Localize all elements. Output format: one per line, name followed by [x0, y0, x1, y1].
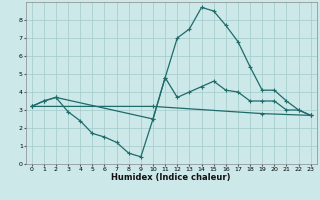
X-axis label: Humidex (Indice chaleur): Humidex (Indice chaleur): [111, 173, 231, 182]
